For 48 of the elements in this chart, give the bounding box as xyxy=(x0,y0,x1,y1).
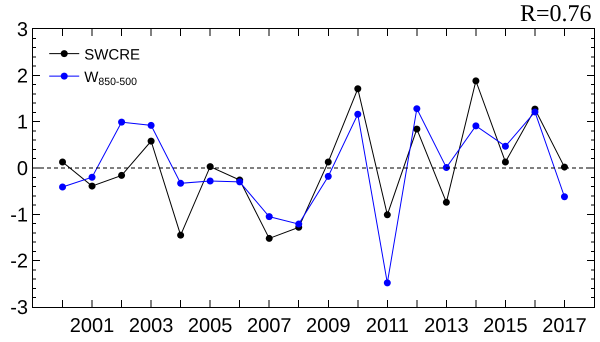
y-tick-label: -1 xyxy=(10,204,28,226)
point xyxy=(354,110,362,118)
y-tick-label: 0 xyxy=(16,158,28,180)
point xyxy=(384,279,391,286)
point xyxy=(413,105,420,112)
point xyxy=(148,122,155,129)
point xyxy=(384,211,391,218)
y-tick-label: -2 xyxy=(10,250,28,273)
point xyxy=(118,118,126,126)
point xyxy=(413,126,420,133)
y-tick-label: -3 xyxy=(10,297,28,319)
point xyxy=(324,172,332,180)
point xyxy=(295,220,302,228)
y-tick-label: 1 xyxy=(16,112,28,134)
point xyxy=(177,232,184,239)
x-tick-label: 2009 xyxy=(306,315,351,337)
point xyxy=(472,122,480,130)
point xyxy=(502,142,509,150)
x-tick-label: 2017 xyxy=(542,315,587,337)
legend-label: W$_{850-500}$ xyxy=(84,68,138,88)
x-tick-label: 2011 xyxy=(366,315,409,337)
point xyxy=(266,213,273,220)
point xyxy=(177,180,184,187)
point xyxy=(88,174,96,181)
point xyxy=(442,198,450,206)
point xyxy=(148,138,155,145)
point xyxy=(472,77,480,84)
x-tick-label: 2001 xyxy=(70,315,114,337)
point xyxy=(266,234,273,242)
point xyxy=(354,85,362,92)
point xyxy=(560,193,568,200)
x-tick-label: 2007 xyxy=(246,315,292,337)
point xyxy=(531,108,538,116)
x-tick-label: 2015 xyxy=(483,315,528,337)
y-tick-label: 2 xyxy=(16,65,28,88)
legend-label: SWCRE xyxy=(84,46,140,64)
x-tick-label: 2003 xyxy=(128,315,174,337)
point xyxy=(59,184,66,190)
point xyxy=(88,182,96,190)
point xyxy=(59,158,66,166)
point xyxy=(206,177,214,184)
text: R=0.76 xyxy=(520,1,592,27)
point xyxy=(118,172,126,179)
point xyxy=(324,158,332,166)
x-tick-label: 2013 xyxy=(424,315,469,337)
point xyxy=(502,158,509,166)
y-tick-label: 3 xyxy=(16,19,28,41)
x-tick-label: 2005 xyxy=(188,315,232,337)
